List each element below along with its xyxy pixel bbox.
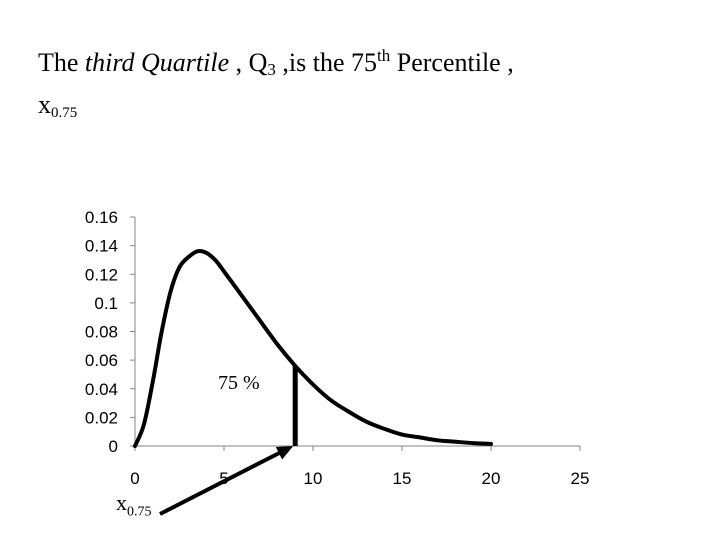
y-tick-label: 0.02: [85, 408, 118, 427]
y-tick-label: 0.16: [85, 208, 118, 227]
quantile-label-subscript: 0.75: [127, 504, 152, 520]
title-x-symbol: x: [38, 90, 51, 119]
x-tick-label: 25: [571, 469, 590, 488]
title-th-superscript: th: [377, 46, 391, 65]
quantile-arrow: [159, 449, 285, 516]
x-tick-label: 10: [304, 469, 323, 488]
quantile-label: x0.75: [116, 490, 152, 520]
y-tick-label: 0.08: [85, 323, 118, 342]
y-axis: 0 0.02 0.04 0.06 0.08 0.1 0.12 0.14 0.16: [85, 208, 136, 456]
x-tick-label: 5: [219, 469, 228, 488]
y-tick-label: 0.06: [85, 351, 118, 370]
y-tick-label: 0.04: [85, 380, 118, 399]
percent-annotation: 75 %: [218, 372, 260, 394]
title-text-3: ,is the 75: [275, 48, 378, 77]
x-tick-label: 20: [482, 469, 501, 488]
y-tick-label: 0.1: [94, 294, 118, 313]
title-text-1: The: [38, 48, 85, 77]
title-text-4: Percentile ,: [390, 48, 514, 77]
density-curve: [133, 249, 493, 448]
slide-title: The third Quartile , Q3 ,is the 75th Per…: [38, 42, 698, 126]
y-tick-label: 0: [109, 437, 118, 456]
title-q-subscript: 3: [267, 60, 276, 79]
title-x-subscript: 0.75: [51, 105, 78, 121]
x-axis: 0 5 10 15 20 25: [130, 445, 590, 488]
y-tick-label: 0.14: [85, 237, 118, 256]
title-text-2: , Q: [229, 48, 268, 77]
arrow-head-icon: [275, 446, 294, 460]
y-tick-label: 0.12: [85, 265, 118, 284]
quantile-label-base: x: [116, 490, 127, 515]
title-emphasis: third Quartile: [84, 48, 230, 77]
x-tick-label: 0: [130, 469, 139, 488]
x-tick-label: 15: [393, 469, 412, 488]
